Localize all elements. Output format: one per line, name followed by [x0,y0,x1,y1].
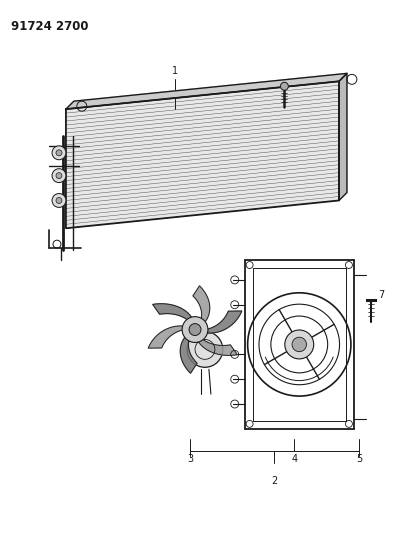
Circle shape [182,317,208,343]
Text: 3: 3 [187,454,193,464]
Polygon shape [148,326,195,348]
Polygon shape [195,311,242,333]
Polygon shape [180,329,197,373]
Polygon shape [66,74,347,109]
Text: 91724 2700: 91724 2700 [11,20,89,33]
Circle shape [292,337,307,352]
Text: 5: 5 [356,454,362,464]
Text: 2: 2 [271,475,278,486]
Circle shape [56,173,62,179]
Circle shape [52,168,66,183]
Circle shape [56,150,62,156]
Polygon shape [66,82,339,228]
Circle shape [189,324,201,335]
Circle shape [281,82,288,90]
Polygon shape [193,286,210,329]
Circle shape [187,332,223,367]
Text: 4: 4 [291,454,297,464]
Circle shape [52,193,66,207]
Polygon shape [195,329,237,356]
Polygon shape [339,74,347,200]
Text: 1: 1 [172,66,178,76]
Text: 7: 7 [378,290,384,300]
Circle shape [52,146,66,160]
Text: 6: 6 [290,78,296,88]
Polygon shape [153,304,195,329]
Circle shape [56,198,62,204]
Circle shape [285,330,314,359]
